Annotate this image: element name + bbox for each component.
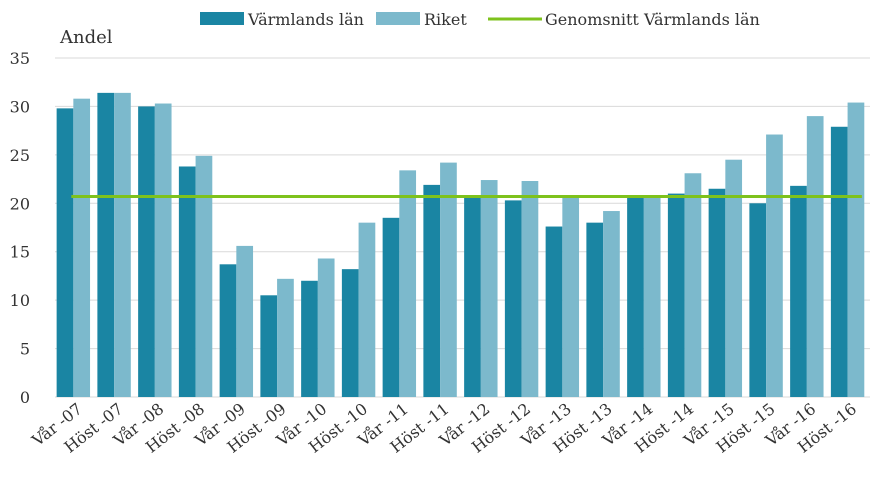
bar bbox=[725, 159, 743, 397]
y-tick-label: 20 bbox=[10, 194, 30, 213]
bar bbox=[97, 92, 115, 398]
y-axis-label: Andel bbox=[59, 27, 113, 48]
bar bbox=[399, 170, 417, 397]
bar bbox=[73, 98, 91, 398]
bar bbox=[236, 245, 254, 397]
bar bbox=[586, 222, 604, 397]
y-tick-label: 30 bbox=[10, 97, 30, 116]
bar bbox=[440, 162, 457, 397]
bar bbox=[504, 200, 522, 397]
bar bbox=[684, 173, 702, 397]
bar bbox=[749, 203, 767, 397]
y-tick-label: 10 bbox=[10, 291, 30, 310]
bar bbox=[627, 196, 644, 397]
y-tick-label: 25 bbox=[10, 146, 30, 165]
bar bbox=[521, 181, 539, 397]
bar bbox=[830, 126, 848, 398]
bar bbox=[341, 269, 359, 397]
legend-swatch bbox=[200, 12, 244, 25]
bar bbox=[603, 211, 620, 397]
bar bbox=[154, 103, 172, 397]
bar bbox=[667, 193, 685, 397]
y-tick-label: 15 bbox=[10, 243, 30, 262]
bar bbox=[423, 184, 441, 397]
legend-swatch bbox=[376, 12, 420, 25]
bar bbox=[138, 106, 155, 397]
bar bbox=[464, 195, 481, 397]
bar bbox=[562, 195, 580, 397]
legend-label: Genomsnitt Värmlands län bbox=[545, 10, 760, 29]
bar bbox=[847, 102, 865, 397]
bar bbox=[301, 280, 318, 397]
bar bbox=[766, 134, 783, 397]
legend-label: Värmlands län bbox=[247, 10, 364, 29]
bar bbox=[260, 295, 278, 397]
bar bbox=[382, 217, 400, 397]
y-tick-label: 5 bbox=[20, 340, 30, 359]
bar bbox=[708, 188, 726, 397]
y-tick-label: 35 bbox=[10, 49, 30, 68]
bar bbox=[195, 155, 213, 397]
bar bbox=[277, 278, 294, 397]
bar bbox=[545, 226, 563, 397]
y-tick-label: 0 bbox=[20, 388, 30, 407]
bar bbox=[219, 264, 237, 397]
bar bbox=[643, 196, 661, 397]
bar bbox=[480, 180, 498, 397]
bar bbox=[358, 222, 376, 397]
bar bbox=[806, 116, 824, 397]
legend-label: Riket bbox=[424, 10, 467, 29]
bar bbox=[56, 108, 74, 397]
bar bbox=[317, 258, 335, 397]
bar bbox=[790, 185, 807, 397]
bar bbox=[114, 92, 131, 398]
bar bbox=[178, 166, 196, 397]
